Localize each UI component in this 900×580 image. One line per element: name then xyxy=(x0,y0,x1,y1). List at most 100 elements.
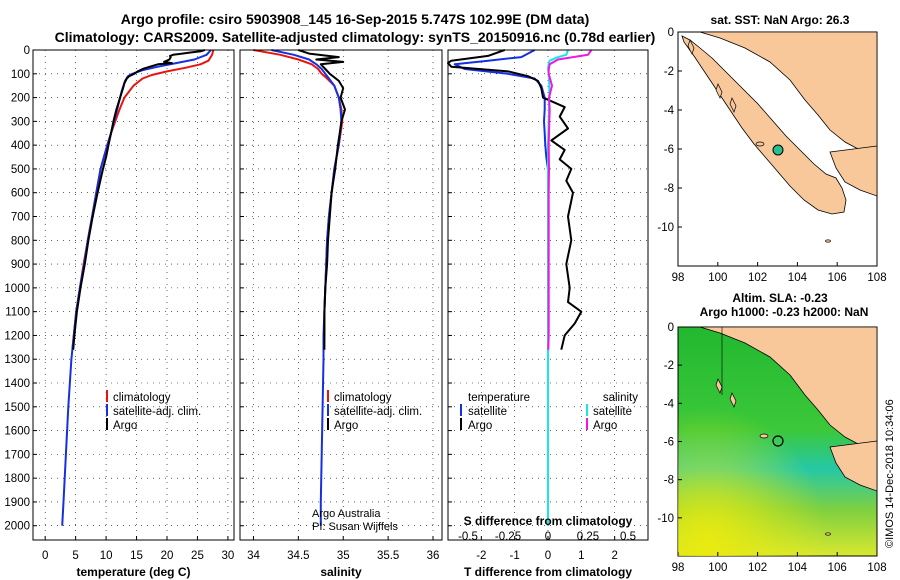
map-x-tick-label: 108 xyxy=(867,562,886,574)
legend-title-temperature: temperature xyxy=(468,392,530,404)
difference-panel: -2 -1 0 1 2 -0.5 -0.25 0 0.25 0.5 T difference fro… xyxy=(447,49,649,579)
argo-position-marker xyxy=(772,435,784,447)
salinity-panel: 34 34.5 35 35.5 36 salinity xyxy=(239,49,443,579)
depth-tick-label: 600 xyxy=(11,188,30,200)
pi-label: PI: Susan Wijffels xyxy=(312,521,398,533)
map-x-tick-label: 106 xyxy=(828,272,847,284)
legend-title-salinity: salinity xyxy=(603,392,638,404)
legend-swatch-t-satellite xyxy=(460,404,462,416)
legend-label-t-argo: Argo xyxy=(468,420,492,432)
island-shape xyxy=(759,433,769,439)
s-tick-label: -0.5 xyxy=(458,531,478,543)
island-shape xyxy=(729,392,737,408)
legend-label-climatology: climatology xyxy=(334,392,392,404)
difference-axis-frame xyxy=(447,49,649,541)
depth-tick-label: 1400 xyxy=(4,378,30,390)
salinity-axis-label: salinity xyxy=(320,565,362,579)
title-line-1: Argo profile: csiro 5903908_145 16-Sep-2… xyxy=(121,11,589,27)
x-tick-label: 15 xyxy=(130,550,143,562)
x-tick-label: 34.5 xyxy=(287,550,309,562)
argo-position-marker xyxy=(772,144,784,156)
temperature-panel: 0 5 10 15 20 25 30 temperature (deg C) xyxy=(32,49,235,579)
map-y-tick-label: -8 xyxy=(664,183,674,195)
series-line-salinity-Argo xyxy=(547,49,593,350)
depth-tick-label: 1200 xyxy=(4,330,30,342)
map-x-tick-label: 98 xyxy=(672,272,685,284)
series-line-climatology xyxy=(71,49,215,348)
sst-map-title: sat. SST: NaN Argo: 26.3 xyxy=(711,13,850,27)
sumatra-land xyxy=(681,35,847,215)
x-tick-label: 10 xyxy=(100,550,113,562)
salinity-legend: climatology satellite-adj. clim. Argo Ar… xyxy=(312,390,422,533)
depth-tick-label: 100 xyxy=(11,69,30,81)
depth-tick-label: 2000 xyxy=(4,521,30,533)
map-y-tick-label: 0 xyxy=(668,322,674,334)
legend-swatch-s-argo xyxy=(586,418,588,430)
map-x-tick-label: 104 xyxy=(788,562,808,574)
map-x-tick-label: 102 xyxy=(748,562,767,574)
legend-label-argo: Argo xyxy=(113,420,137,432)
series-line-temperature-Argo xyxy=(447,49,583,350)
depth-tick-label: 200 xyxy=(11,93,30,105)
depth-tick-label: 0 xyxy=(24,45,30,57)
temperature-legend: climatology satellite-adj. clim. Argo xyxy=(106,390,201,432)
java-land xyxy=(829,145,877,197)
island-shape xyxy=(687,39,695,55)
map-y-tick-label: -6 xyxy=(664,437,674,449)
temperature-axis-frame xyxy=(32,49,235,541)
map-x-tick-label: 100 xyxy=(708,562,727,574)
map-x-tick-label: 100 xyxy=(708,272,727,284)
x-tick-label: -2 xyxy=(476,550,486,562)
legend-label-satellite: satellite-adj. clim. xyxy=(334,406,422,418)
imos-credit: ©IMOS 14-Dec-2018 10:34:06 xyxy=(884,399,896,548)
map-y-tick-label: -10 xyxy=(657,513,674,525)
legend-label-satellite: satellite-adj. clim. xyxy=(113,406,201,418)
island-shape xyxy=(755,141,765,147)
x-tick-label: 20 xyxy=(161,550,174,562)
x-tick-label: 34 xyxy=(247,550,260,562)
s-tick-label: 0.5 xyxy=(620,531,636,543)
difference-legend: temperature satellite Argo salinity sate… xyxy=(460,392,638,528)
x-tick-label: 36 xyxy=(427,550,440,562)
x-tick-label: 0 xyxy=(545,550,551,562)
sla-map-land xyxy=(699,327,877,536)
map-y-tick-label: -10 xyxy=(657,222,674,234)
java-land xyxy=(829,440,877,492)
sla-map-title-2: Argo h1000: -0.23 h2000: NaN xyxy=(700,305,869,319)
x-tick-label: 35.5 xyxy=(377,550,399,562)
map-y-tick-label: -6 xyxy=(664,144,674,156)
legend-swatch-satellite xyxy=(327,404,329,416)
map-x-tick-label: 108 xyxy=(867,272,886,284)
depth-tick-label: 1900 xyxy=(4,497,30,509)
island-shape xyxy=(715,378,723,394)
legend-swatch-argo xyxy=(106,418,108,430)
legend-swatch-argo xyxy=(327,418,329,430)
series-line-Argo xyxy=(298,49,346,350)
s-difference-label: S difference from climatology xyxy=(464,514,633,528)
depth-tick-label: 1100 xyxy=(5,307,30,319)
depth-tick-label: 1600 xyxy=(4,426,30,438)
legend-label-argo: Argo xyxy=(334,420,358,432)
depth-tick-label: 1800 xyxy=(4,473,30,485)
depth-tick-label: 400 xyxy=(11,140,30,152)
depth-tick-label: 700 xyxy=(11,212,30,224)
legend-swatch-climatology xyxy=(327,390,329,402)
map-x-tick-label: 104 xyxy=(788,272,808,284)
depth-tick-label: 300 xyxy=(11,116,30,128)
x-tick-label: 2 xyxy=(611,550,617,562)
sla-map: Altim. SLA: -0.23 Argo h1000: -0.23 h200… xyxy=(657,291,886,574)
island-shape xyxy=(715,83,723,99)
legend-label-t-satellite: satellite xyxy=(468,406,507,418)
x-tick-label: 25 xyxy=(191,550,204,562)
depth-tick-label: 1300 xyxy=(4,354,30,366)
series-line-climatology xyxy=(253,49,344,348)
sla-map-title-1: Altim. SLA: -0.23 xyxy=(732,291,828,305)
x-tick-label: 35 xyxy=(337,550,350,562)
s-tick-label: 0 xyxy=(545,531,551,543)
map-y-tick-label: 0 xyxy=(668,27,674,39)
depth-tick-label: 1500 xyxy=(4,402,30,414)
x-tick-label: 30 xyxy=(222,550,235,562)
peninsula-land xyxy=(699,32,877,156)
difference-axis-label: T difference from climatology xyxy=(464,565,632,579)
island-shape xyxy=(825,239,831,243)
